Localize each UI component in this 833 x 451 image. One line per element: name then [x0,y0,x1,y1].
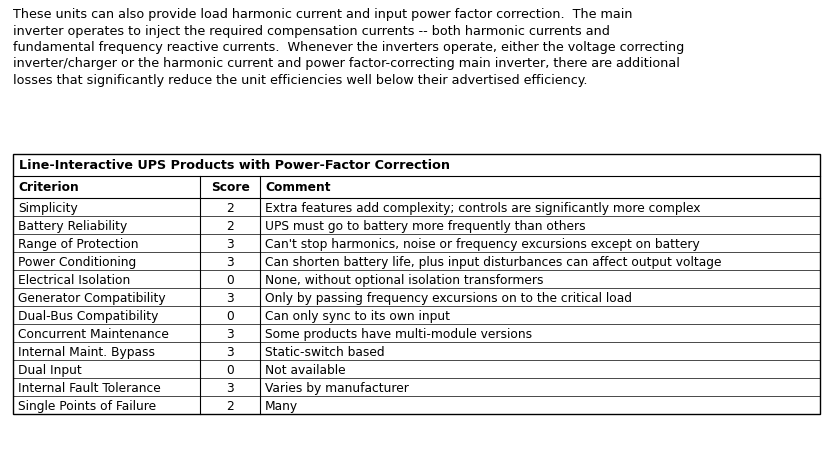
Text: Some products have multi-module versions: Some products have multi-module versions [265,327,532,340]
Text: Single Points of Failure: Single Points of Failure [18,399,156,412]
Text: Many: Many [265,399,298,412]
Text: Electrical Isolation: Electrical Isolation [18,273,130,286]
Text: Internal Fault Tolerance: Internal Fault Tolerance [18,381,161,394]
Text: 3: 3 [227,238,234,250]
Text: Power Conditioning: Power Conditioning [18,255,137,268]
Text: 0: 0 [227,273,234,286]
Text: 3: 3 [227,381,234,394]
Text: Not available: Not available [265,363,346,376]
Text: Only by passing frequency excursions on to the critical load: Only by passing frequency excursions on … [265,291,632,304]
Text: Varies by manufacturer: Varies by manufacturer [265,381,409,394]
Text: 2: 2 [227,399,234,412]
Text: Battery Reliability: Battery Reliability [18,220,127,232]
Text: These units can also provide load harmonic current and input power factor correc: These units can also provide load harmon… [13,8,632,21]
Text: Dual-Bus Compatibility: Dual-Bus Compatibility [18,309,158,322]
Bar [13,155,820,414]
Text: UPS must go to battery more frequently than others: UPS must go to battery more frequently t… [265,220,586,232]
Text: losses that significantly reduce the unit efficiencies well below their advertis: losses that significantly reduce the uni… [13,74,587,87]
Text: fundamental frequency reactive currents.  Whenever the inverters operate, either: fundamental frequency reactive currents.… [13,41,684,54]
Text: Can't stop harmonics, noise or frequency excursions except on battery: Can't stop harmonics, noise or frequency… [265,238,700,250]
Text: inverter operates to inject the required compensation currents -- both harmonic : inverter operates to inject the required… [13,24,610,37]
Text: Static-switch based: Static-switch based [265,345,385,358]
Text: None, without optional isolation transformers: None, without optional isolation transfo… [265,273,543,286]
Text: Range of Protection: Range of Protection [18,238,138,250]
Text: Comment: Comment [265,180,331,193]
Text: 3: 3 [227,255,234,268]
Text: Line-Interactive UPS Products with Power-Factor Correction: Line-Interactive UPS Products with Power… [19,159,450,172]
Text: 2: 2 [227,220,234,232]
Text: Can only sync to its own input: Can only sync to its own input [265,309,450,322]
Text: Criterion: Criterion [18,180,79,193]
Text: 3: 3 [227,327,234,340]
Text: Internal Maint. Bypass: Internal Maint. Bypass [18,345,155,358]
Text: 2: 2 [227,202,234,215]
Text: Can shorten battery life, plus input disturbances can affect output voltage: Can shorten battery life, plus input dis… [265,255,721,268]
Text: 3: 3 [227,291,234,304]
Text: 0: 0 [227,309,234,322]
Text: Dual Input: Dual Input [18,363,82,376]
Text: Simplicity: Simplicity [18,202,77,215]
Text: inverter/charger or the harmonic current and power factor-correcting main invert: inverter/charger or the harmonic current… [13,57,680,70]
Text: Concurrent Maintenance: Concurrent Maintenance [18,327,169,340]
Text: 3: 3 [227,345,234,358]
Text: Score: Score [211,180,250,193]
Text: Generator Compatibility: Generator Compatibility [18,291,166,304]
Text: Extra features add complexity; controls are significantly more complex: Extra features add complexity; controls … [265,202,701,215]
Text: 0: 0 [227,363,234,376]
